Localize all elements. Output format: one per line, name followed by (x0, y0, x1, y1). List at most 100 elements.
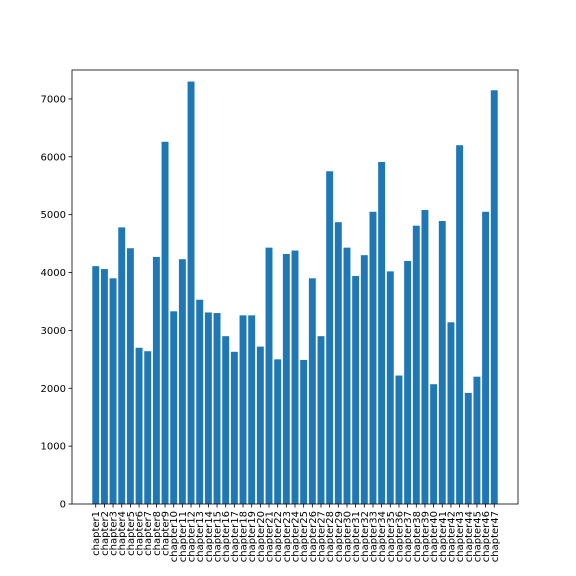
bar-chapter3 (109, 278, 117, 504)
x-tick-label: chapter43 (455, 511, 466, 562)
bar-chapter38 (412, 225, 420, 505)
bar-chapter36 (395, 375, 403, 504)
bar-chapter17 (230, 351, 238, 504)
x-tick-label: chapter41 (438, 511, 449, 562)
bar-chapter14 (204, 312, 212, 504)
bar-chapter46 (482, 211, 490, 505)
bar-chapter41 (438, 221, 446, 505)
bar-chapter5 (126, 248, 134, 504)
x-tick-label: chapter47 (490, 511, 501, 562)
x-tick-label: chapter36 (394, 511, 405, 562)
x-tick-label: chapter14 (204, 511, 215, 562)
y-tick-label: 6000 (41, 152, 66, 163)
x-tick-label: chapter22 (273, 511, 284, 562)
x-tick-label: chapter16 (221, 511, 232, 562)
x-tick-label: chapter1 (91, 511, 102, 556)
bar-chapter10 (170, 311, 178, 504)
x-axis-ticks: chapter1chapter2chapter3chapter4chapter5… (91, 504, 501, 562)
bar-chapter15 (213, 313, 221, 504)
bar-chapter24 (291, 250, 299, 504)
bar-chapter22 (274, 359, 282, 504)
x-tick-label: chapter30 (342, 511, 353, 562)
x-tick-label: chapter17 (230, 511, 241, 562)
x-tick-label: chapter33 (368, 511, 379, 562)
x-tick-label: chapter19 (247, 511, 258, 562)
x-tick-label: chapter32 (360, 511, 371, 562)
bar-chapter31 (352, 276, 360, 504)
x-tick-label: chapter28 (325, 511, 336, 562)
x-tick-label: chapter40 (429, 511, 440, 562)
bar-chapter26 (308, 278, 316, 504)
x-tick-label: chapter26 (308, 511, 319, 562)
bar-chapter47 (490, 90, 498, 505)
x-tick-label: chapter8 (152, 511, 163, 556)
x-tick-label: chapter6 (135, 511, 146, 556)
x-tick-label: chapter4 (117, 511, 128, 556)
x-tick-label: chapter11 (178, 511, 189, 562)
bar-chapter6 (135, 347, 143, 504)
bar-chapter18 (239, 315, 247, 504)
y-tick-label: 4000 (41, 268, 66, 279)
x-tick-label: chapter10 (169, 511, 180, 562)
x-tick-label: chapter3 (109, 511, 120, 556)
x-tick-label: chapter42 (446, 511, 457, 562)
bar-chapter44 (464, 392, 472, 504)
bar-chapter9 (161, 141, 169, 504)
y-tick-label: 5000 (41, 210, 66, 221)
bar-chapter45 (473, 376, 481, 504)
y-tick-label: 3000 (41, 326, 66, 337)
bar-chapter42 (447, 322, 455, 504)
x-tick-label: chapter21 (265, 511, 276, 562)
bar-chapter4 (118, 227, 126, 504)
bar-chapter35 (386, 271, 394, 504)
bar-chapter27 (317, 336, 325, 504)
bar-chapter2 (100, 269, 108, 504)
bar-chapter11 (178, 259, 186, 504)
bar-chapter37 (404, 260, 412, 504)
x-tick-label: chapter45 (472, 511, 483, 562)
bar-chapter39 (421, 210, 429, 504)
x-tick-label: chapter38 (412, 511, 423, 562)
x-tick-label: chapter9 (161, 511, 172, 556)
x-tick-label: chapter46 (481, 511, 492, 562)
bar-chapter28 (326, 171, 334, 504)
y-tick-label: 7000 (41, 94, 66, 105)
bar-chapter29 (334, 222, 342, 504)
bar-chapter19 (248, 315, 256, 504)
y-tick-label: 1000 (41, 442, 66, 453)
bar-chapter33 (369, 211, 377, 505)
x-tick-label: chapter18 (239, 511, 250, 562)
y-tick-label: 2000 (41, 384, 66, 395)
x-tick-label: chapter2 (100, 511, 111, 556)
bar-chapter30 (343, 247, 351, 504)
x-tick-label: chapter35 (386, 511, 397, 562)
x-tick-label: chapter24 (291, 511, 302, 562)
x-tick-label: chapter5 (126, 511, 137, 556)
bar-chapter34 (378, 162, 386, 504)
x-tick-label: chapter34 (377, 511, 388, 562)
bar-chapter1 (92, 266, 100, 504)
x-tick-label: chapter29 (334, 511, 345, 562)
x-tick-label: chapter23 (282, 511, 293, 562)
bar-chapter13 (196, 299, 204, 504)
x-tick-label: chapter15 (213, 511, 224, 562)
x-tick-label: chapter27 (316, 511, 327, 562)
x-tick-label: chapter37 (403, 511, 414, 562)
x-tick-label: chapter31 (351, 511, 362, 562)
x-tick-label: chapter39 (420, 511, 431, 562)
bar-chapter7 (144, 351, 152, 504)
bar-chapter32 (360, 255, 368, 504)
x-tick-label: chapter20 (256, 511, 267, 562)
bar-chapter21 (265, 247, 273, 504)
x-tick-label: chapter44 (464, 511, 475, 562)
x-tick-label: chapter25 (299, 511, 310, 562)
bar-chapter12 (187, 81, 195, 504)
bar-chapter23 (282, 254, 290, 504)
bar-chapter25 (300, 359, 308, 504)
bar-chapter20 (256, 346, 264, 504)
bar-chapter43 (456, 145, 464, 504)
x-tick-label: chapter13 (195, 511, 206, 562)
x-tick-label: chapter12 (187, 511, 198, 562)
bar-chapter40 (430, 384, 438, 504)
